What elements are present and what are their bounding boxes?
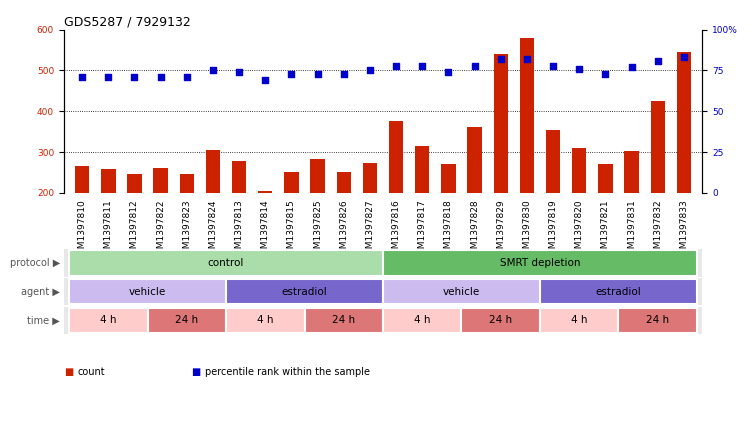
Bar	[147, 308, 226, 333]
Bar	[284, 172, 299, 193]
Bar	[415, 146, 430, 193]
Bar	[206, 150, 220, 193]
Bar	[383, 250, 697, 275]
Text: 4 h: 4 h	[257, 316, 273, 325]
Point	[338, 70, 350, 77]
Point	[547, 62, 559, 69]
Bar	[467, 127, 482, 193]
Text: protocol ▶: protocol ▶	[10, 258, 60, 268]
Bar	[650, 101, 665, 193]
Bar	[304, 308, 383, 333]
Point	[233, 69, 245, 75]
Point	[364, 67, 376, 74]
Point	[626, 64, 638, 71]
Point	[599, 70, 611, 77]
Point	[76, 74, 88, 80]
Text: 24 h: 24 h	[489, 316, 512, 325]
Bar	[520, 38, 534, 193]
Text: ■: ■	[192, 367, 201, 377]
Point	[181, 74, 193, 80]
Text: 24 h: 24 h	[175, 316, 198, 325]
Bar	[493, 54, 508, 193]
Text: SMRT depletion: SMRT depletion	[499, 258, 581, 268]
Bar	[179, 174, 194, 193]
Bar	[546, 129, 560, 193]
Bar	[462, 308, 540, 333]
Bar	[383, 279, 540, 304]
Point	[678, 54, 690, 61]
Text: 4 h: 4 h	[414, 316, 430, 325]
Text: time ▶: time ▶	[27, 316, 60, 325]
Bar	[226, 279, 383, 304]
Bar	[383, 308, 462, 333]
Bar	[101, 169, 116, 193]
Text: agent ▶: agent ▶	[21, 287, 60, 297]
Text: 24 h: 24 h	[332, 316, 355, 325]
Bar	[127, 174, 142, 193]
Point	[285, 70, 297, 77]
Bar	[442, 164, 456, 193]
Text: vehicle: vehicle	[443, 287, 480, 297]
Bar	[540, 308, 619, 333]
Point	[495, 55, 507, 62]
Point	[312, 70, 324, 77]
Point	[652, 57, 664, 64]
Text: 4 h: 4 h	[100, 316, 116, 325]
Text: count: count	[77, 367, 105, 377]
Text: estradiol: estradiol	[282, 287, 327, 297]
Text: 24 h: 24 h	[646, 316, 669, 325]
Point	[573, 66, 585, 72]
Bar	[310, 159, 324, 193]
Bar	[75, 166, 89, 193]
Text: percentile rank within the sample: percentile rank within the sample	[205, 367, 370, 377]
Bar	[258, 191, 273, 193]
Point	[128, 74, 140, 80]
Text: 4 h: 4 h	[571, 316, 587, 325]
Bar	[232, 162, 246, 193]
Point	[416, 62, 428, 69]
Bar	[624, 151, 639, 193]
Text: control: control	[208, 258, 244, 268]
Bar	[363, 164, 377, 193]
Bar	[226, 308, 304, 333]
Point	[469, 62, 481, 69]
Point	[442, 69, 454, 75]
Text: estradiol: estradiol	[596, 287, 641, 297]
Bar	[69, 250, 383, 275]
Bar	[572, 148, 587, 193]
Bar	[599, 164, 613, 193]
Point	[155, 74, 167, 80]
Point	[259, 77, 271, 84]
Point	[521, 55, 533, 62]
Text: vehicle: vehicle	[129, 287, 166, 297]
Bar	[619, 308, 697, 333]
Bar	[389, 121, 403, 193]
Point	[102, 74, 114, 80]
Text: ■: ■	[64, 367, 73, 377]
Point	[207, 67, 219, 74]
Point	[390, 62, 402, 69]
Text: GDS5287 / 7929132: GDS5287 / 7929132	[64, 16, 191, 28]
Bar	[677, 52, 691, 193]
Bar	[540, 279, 697, 304]
Bar	[69, 279, 226, 304]
Bar	[336, 172, 351, 193]
Bar	[69, 308, 147, 333]
Bar	[153, 168, 167, 193]
